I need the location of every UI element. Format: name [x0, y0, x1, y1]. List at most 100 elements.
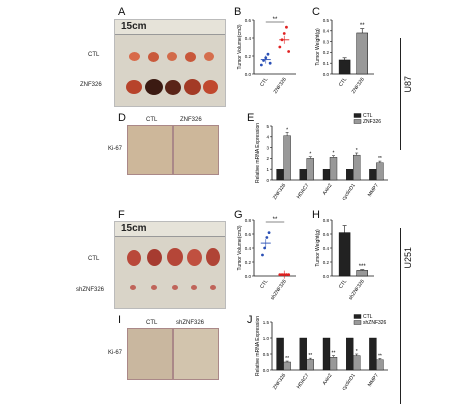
row-label-treated: ZNF326 [80, 82, 102, 88]
x-tick-label: MMP7 [367, 183, 380, 198]
y-tick-label: 0.6 [245, 18, 252, 23]
y-tick-label: 2 [266, 156, 269, 161]
bar-treated [376, 162, 384, 181]
y-tick-label: 0.4 [323, 29, 330, 34]
legend-label: ZNF326 [363, 119, 381, 125]
y-tick-label: 4 [266, 135, 269, 140]
bar [338, 232, 351, 277]
significance-label: * [356, 349, 358, 355]
tumor [203, 80, 218, 94]
y-axis-label: Tumor Volume(cm3) [237, 24, 243, 69]
y-tick-label: 0.2 [323, 50, 330, 55]
tumor [191, 285, 197, 290]
micrograph-bottom-treated [173, 328, 219, 380]
panel-letter-f: F [118, 209, 125, 221]
micro-title-right: shZNF326 [176, 320, 205, 326]
ruler: 15cm [115, 222, 225, 237]
y-tick-label: 0.2 [323, 260, 330, 265]
significance-label: ** [378, 353, 382, 359]
micrograph-bottom-ctl [127, 328, 173, 380]
legend-label: CTL [363, 113, 373, 119]
ruler-label: 15cm [121, 21, 147, 32]
y-tick-label: 0.1 [323, 61, 330, 66]
significance-label: ** [285, 356, 289, 362]
y-tick-label: 1 [266, 167, 269, 172]
y-tick-label: 0.4 [245, 246, 252, 251]
bar-treated [329, 357, 338, 371]
y-tick-label: 0.2 [245, 260, 252, 265]
bar-ctl [299, 337, 307, 371]
significance-label: ** [332, 350, 336, 356]
x-tick-label: CTL [259, 77, 269, 88]
y-tick-label: 0.0 [245, 72, 252, 77]
y-tick-label: 0.8 [245, 218, 252, 223]
y-tick-label: 5 [266, 124, 269, 129]
bar-treated [352, 355, 361, 371]
panel-letter-g: G [234, 209, 243, 221]
row-label-treated: shZNF326 [76, 287, 105, 293]
divider-line-top [400, 38, 401, 150]
bar-ctl [276, 337, 284, 371]
micro-title-right: ZNF326 [180, 117, 202, 123]
panel-letter-i: I [118, 314, 122, 326]
y-axis-label: Tumor Volume(cm3) [237, 225, 243, 270]
cell-line-label-top: U87 [403, 76, 413, 93]
bar-ctl [322, 169, 331, 181]
legend-swatch [353, 314, 362, 319]
data-point [278, 45, 282, 49]
micrograph-top-treated [173, 125, 219, 175]
data-point [268, 61, 272, 65]
y-tick-label: 1.0 [263, 336, 270, 341]
panel-letter-d: D [118, 112, 126, 124]
bar-ctl [369, 337, 377, 371]
x-tick-label: CTL [338, 279, 348, 290]
y-axis-label: Tumor Weight(g) [315, 229, 321, 267]
cell-line-label-bottom: U251 [403, 247, 413, 269]
x-tick-label: CTL [259, 279, 269, 290]
y-tick-label: 0 [266, 178, 269, 183]
y-axis-label: Tumor Weight(g) [315, 28, 321, 66]
tumor [126, 80, 142, 94]
bar-ctl [345, 169, 354, 181]
bar-treated [376, 359, 384, 371]
tumor [151, 285, 157, 290]
bar-treated [283, 361, 291, 371]
significance-label: ** [273, 217, 278, 223]
significance-label: * [309, 152, 311, 158]
tumor [204, 52, 214, 61]
significance-label: ** [273, 17, 278, 23]
x-tick-label: ZNF326 [272, 373, 287, 391]
bar [338, 59, 351, 75]
y-tick-label: 0.3 [323, 39, 330, 44]
y-tick-label: 0.2 [245, 54, 252, 59]
panel-letter-h: H [312, 209, 320, 221]
data-point [263, 246, 267, 250]
x-tick-label: ZNF326 [273, 77, 288, 95]
x-tick-label: MMP7 [367, 373, 380, 388]
tumor [184, 79, 201, 95]
y-tick-label: 0.8 [323, 218, 330, 223]
tumor [187, 249, 202, 266]
significance-label: * [333, 151, 335, 157]
y-axis-label: Relative mRNA Expression [255, 316, 261, 376]
bar-treated [306, 158, 314, 181]
data-point [259, 63, 263, 67]
x-tick-label: ZNF326 [351, 77, 366, 95]
significance-label: ** [360, 23, 365, 29]
y-tick-label: 0.6 [245, 232, 252, 237]
tumor [129, 52, 140, 61]
y-tick-label: 0.0 [323, 72, 330, 77]
y-tick-label: 3 [266, 145, 269, 150]
y-axis-label: Relative mRNA Expression [255, 123, 261, 183]
bar-treated [306, 359, 314, 371]
tumor [127, 250, 141, 266]
tumor [172, 285, 178, 290]
row-label-ctl: CTL [88, 256, 100, 262]
x-tick-label: Axin2 [322, 373, 334, 387]
bar-treated [352, 154, 361, 181]
significance-label: * [356, 148, 358, 154]
tumor-photo-top: 15cm [114, 19, 226, 107]
